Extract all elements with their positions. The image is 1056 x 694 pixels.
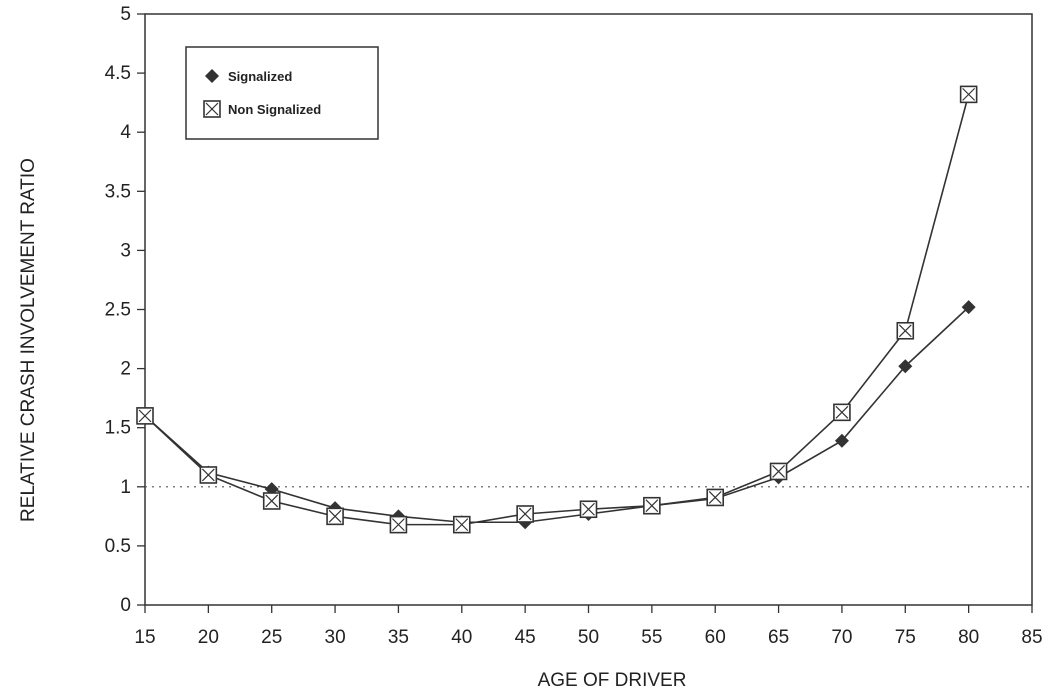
series-layer: [136, 85, 978, 534]
x-tick-label: 25: [261, 627, 282, 648]
data-point: [643, 496, 661, 515]
y-tick-label: 3: [120, 240, 131, 261]
x-tick-label: 60: [705, 627, 726, 648]
data-point: [516, 505, 534, 523]
series-line: [144, 94, 970, 526]
x-axis: 15 20 25 30 35 40 45 50 55 60 65 70 75 80 85: [134, 605, 1043, 648]
data-point: [579, 500, 598, 519]
series-line: [144, 306, 970, 524]
y-tick-label: 3.5: [105, 181, 131, 202]
y-axis: 0 0.5 1 1.5 2 2.5 3 3.5 4 4.5 5: [105, 4, 145, 616]
x-tick-label: 65: [768, 627, 789, 648]
x-tick-label: 15: [134, 627, 155, 648]
data-point: [959, 85, 978, 104]
x-tick-label: 85: [1021, 627, 1042, 648]
data-point: [706, 488, 725, 507]
x-tick-label: 50: [578, 627, 599, 648]
y-tick-label: 4: [120, 122, 131, 143]
data-point: [326, 507, 344, 526]
y-tick-label: 0.5: [105, 536, 131, 557]
legend-diamond-marker: [205, 69, 219, 83]
x-tick-label: 30: [325, 627, 346, 648]
data-point: [452, 515, 471, 534]
x-tick-label: 55: [641, 627, 662, 648]
legend-square-x-marker: [203, 100, 221, 118]
data-point: [389, 515, 408, 534]
legend-label: Signalized: [228, 69, 292, 84]
x-axis-title: AGE OF DRIVER: [538, 670, 687, 691]
data-point: [262, 492, 281, 510]
y-tick-label: 1: [120, 477, 131, 498]
legend-label: Non Signalized: [228, 102, 321, 117]
x-tick-label: 45: [515, 627, 536, 648]
x-tick-label: 70: [831, 627, 852, 648]
data-point: [834, 433, 849, 448]
data-point: [896, 321, 915, 340]
y-tick-label: 1.5: [105, 418, 131, 439]
data-point: [199, 466, 218, 484]
x-tick-label: 20: [198, 627, 219, 648]
data-point: [898, 359, 913, 374]
data-point: [961, 300, 976, 315]
legend: Signalized Non Signalized: [185, 46, 379, 140]
x-tick-label: 80: [958, 627, 979, 648]
x-tick-label: 40: [451, 627, 472, 648]
data-point: [769, 462, 788, 481]
y-tick-label: 5: [120, 4, 131, 25]
series-non-signalized: [136, 85, 978, 534]
data-point: [136, 407, 154, 425]
x-tick-label: 35: [388, 627, 409, 648]
data-point: [833, 403, 851, 422]
y-tick-label: 4.5: [105, 63, 131, 84]
y-tick-label: 0: [120, 595, 131, 616]
y-tick-label: 2: [120, 359, 131, 380]
y-tick-label: 2.5: [105, 300, 131, 321]
y-axis-title: RELATIVE CRASH INVOLVEMENT RATIO: [18, 158, 39, 522]
x-tick-label: 75: [895, 627, 916, 648]
legend-box: [185, 46, 379, 140]
